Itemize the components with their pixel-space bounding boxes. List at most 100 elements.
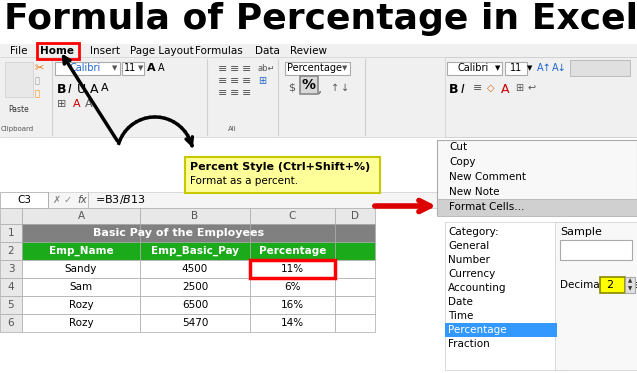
Bar: [122, 62, 144, 75]
Text: Basic Pay of the Employees: Basic Pay of the Employees: [93, 228, 264, 238]
Bar: [437, 199, 637, 216]
Text: B: B: [192, 211, 199, 221]
Text: 14%: 14%: [281, 318, 304, 328]
Bar: [140, 314, 250, 332]
Bar: [0, 224, 22, 242]
Text: ⊞: ⊞: [57, 99, 66, 109]
Bar: [600, 277, 625, 293]
Text: 11%: 11%: [281, 264, 304, 274]
Text: 5470: 5470: [182, 318, 208, 328]
Text: Category:: Category:: [448, 227, 499, 237]
Text: Page Layout: Page Layout: [130, 46, 194, 56]
Text: A↑: A↑: [537, 63, 552, 73]
Text: Paste: Paste: [9, 105, 29, 114]
Text: ≡: ≡: [242, 76, 252, 86]
Text: ≡: ≡: [218, 64, 227, 74]
Text: 11: 11: [124, 63, 136, 73]
Text: 3: 3: [8, 264, 14, 274]
Text: A: A: [158, 63, 164, 73]
Text: Percentage: Percentage: [287, 63, 343, 73]
Bar: [250, 278, 335, 296]
Text: ▲: ▲: [628, 279, 632, 283]
Text: Data: Data: [255, 46, 280, 56]
Text: B: B: [57, 83, 66, 96]
Text: Format as a percent.: Format as a percent.: [190, 176, 298, 186]
Text: I: I: [68, 83, 72, 96]
Text: Sample: Sample: [560, 227, 602, 237]
Text: 🖌: 🖌: [35, 89, 40, 98]
Text: 4: 4: [8, 282, 14, 292]
Bar: [335, 208, 375, 224]
Bar: [445, 222, 565, 370]
Bar: [5, 62, 33, 97]
Text: U: U: [77, 83, 86, 96]
Text: ≡: ≡: [230, 88, 240, 98]
Text: File: File: [10, 46, 27, 56]
Bar: [560, 240, 632, 260]
Bar: [335, 224, 375, 242]
Text: %: %: [303, 83, 313, 93]
Bar: [250, 296, 335, 314]
Bar: [140, 224, 250, 242]
Text: A: A: [78, 211, 85, 221]
Bar: [250, 260, 335, 278]
Text: Insert: Insert: [90, 46, 120, 56]
Text: ≡: ≡: [230, 64, 240, 74]
Bar: [0, 314, 22, 332]
Text: Percentage: Percentage: [448, 325, 506, 335]
Text: Decimal places:: Decimal places:: [560, 280, 637, 290]
Bar: [22, 314, 140, 332]
Text: 4500: 4500: [182, 264, 208, 274]
Text: ≡: ≡: [218, 88, 227, 98]
Text: =B3/$B$13: =B3/$B$13: [95, 194, 146, 207]
Bar: [0, 260, 22, 278]
Bar: [625, 277, 635, 293]
Text: 6%: 6%: [284, 282, 301, 292]
Bar: [0, 192, 637, 208]
Bar: [22, 224, 140, 242]
Text: ◇: ◇: [487, 83, 494, 93]
Text: ⊞: ⊞: [258, 76, 266, 86]
Text: ⊞: ⊞: [515, 83, 523, 93]
Text: Rozy: Rozy: [69, 318, 93, 328]
Text: ▼: ▼: [342, 65, 347, 71]
Text: ≡: ≡: [473, 83, 482, 93]
Bar: [557, 240, 565, 370]
Text: 5: 5: [8, 300, 14, 310]
Text: ▼: ▼: [138, 65, 143, 71]
Bar: [250, 224, 335, 242]
Bar: [22, 208, 140, 224]
Text: Cut: Cut: [449, 142, 467, 152]
Bar: [335, 260, 375, 278]
Text: ab↵: ab↵: [258, 64, 275, 73]
Bar: [0, 278, 22, 296]
Bar: [250, 260, 335, 278]
Bar: [555, 222, 637, 370]
Bar: [140, 208, 250, 224]
Bar: [22, 242, 140, 260]
Text: A: A: [101, 83, 109, 93]
Text: 6: 6: [8, 318, 14, 328]
Text: C3: C3: [17, 195, 31, 205]
Text: ▼: ▼: [495, 65, 501, 71]
Text: 1: 1: [8, 228, 14, 238]
Text: A: A: [147, 63, 155, 73]
Bar: [140, 260, 250, 278]
Text: Rozy: Rozy: [69, 300, 93, 310]
Bar: [335, 314, 375, 332]
Text: Fraction: Fraction: [448, 339, 490, 349]
Text: ✗: ✗: [53, 195, 61, 205]
Bar: [0, 296, 22, 314]
Text: A: A: [90, 83, 99, 96]
Bar: [0, 192, 48, 208]
Text: fx: fx: [77, 195, 87, 205]
Bar: [35, 88, 50, 100]
Text: Calibri: Calibri: [69, 63, 101, 73]
Text: 2: 2: [8, 246, 14, 256]
Text: Review: Review: [290, 46, 327, 56]
Text: B: B: [449, 83, 459, 96]
Text: $: $: [288, 83, 295, 93]
Bar: [0, 242, 22, 260]
Text: A: A: [73, 99, 81, 109]
Text: ↩: ↩: [527, 83, 535, 93]
